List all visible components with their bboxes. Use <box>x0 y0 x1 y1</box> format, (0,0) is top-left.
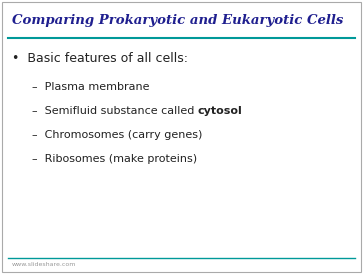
Text: –  Ribosomes (make proteins): – Ribosomes (make proteins) <box>32 154 197 164</box>
Text: –  Semifluid substance called: – Semifluid substance called <box>32 106 198 116</box>
Text: Comparing Prokaryotic and Eukaryotic Cells: Comparing Prokaryotic and Eukaryotic Cel… <box>12 14 343 27</box>
Text: •  Basic features of all cells:: • Basic features of all cells: <box>12 52 188 65</box>
Text: –  Chromosomes (carry genes): – Chromosomes (carry genes) <box>32 130 203 140</box>
Text: –  Plasma membrane: – Plasma membrane <box>32 82 150 92</box>
Text: cytosol: cytosol <box>198 106 242 116</box>
Text: www.slideshare.com: www.slideshare.com <box>12 262 76 267</box>
